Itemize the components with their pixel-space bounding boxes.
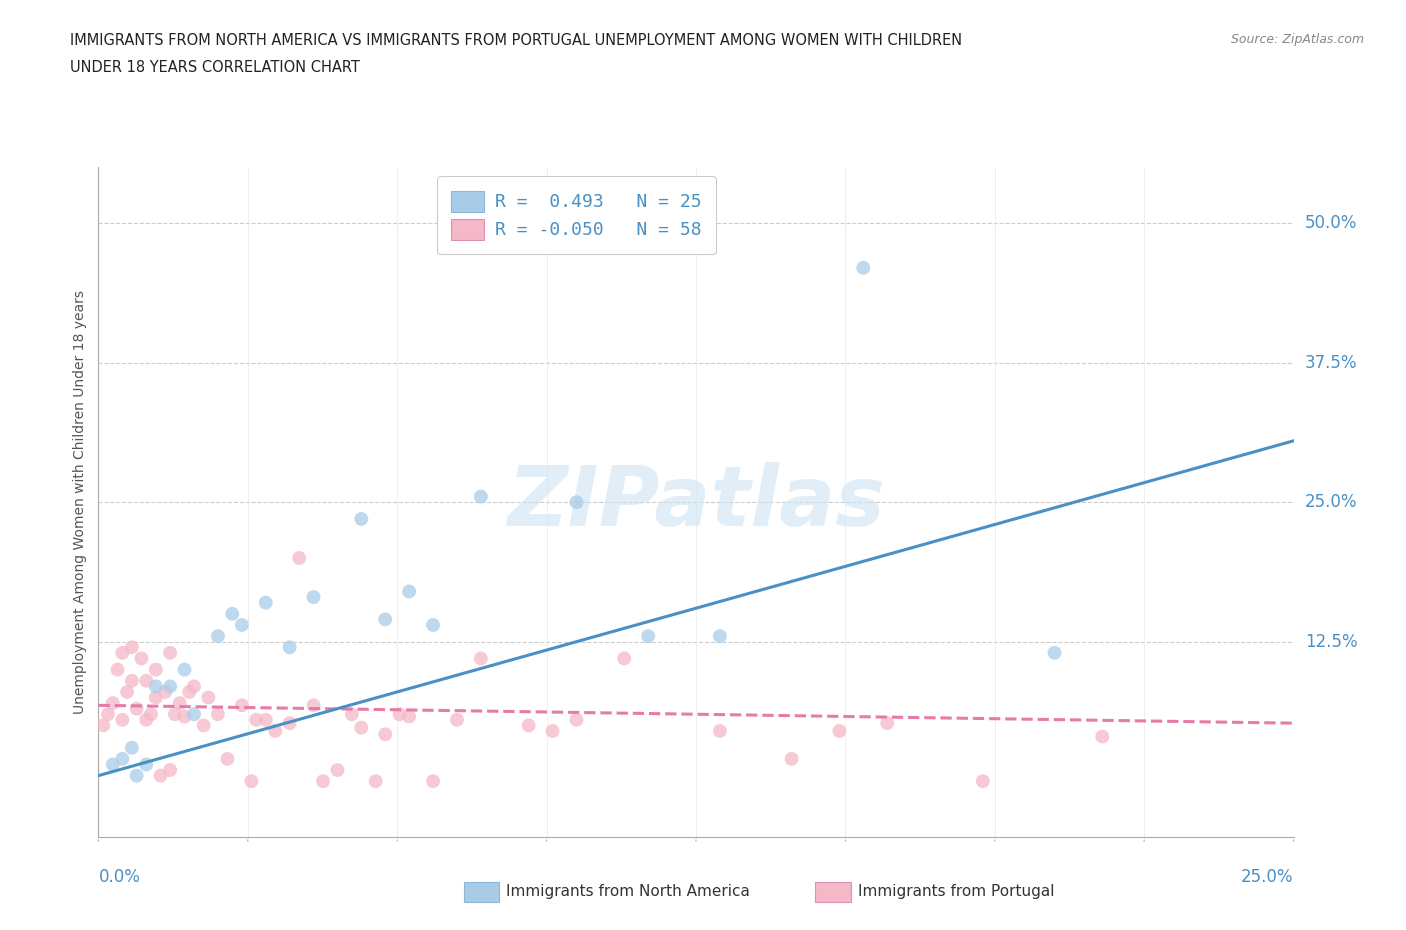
- Point: [350, 512, 373, 526]
- Point: [398, 584, 420, 599]
- Point: [101, 696, 124, 711]
- Point: [852, 260, 875, 275]
- Point: [221, 606, 243, 621]
- Point: [364, 774, 387, 789]
- Point: [231, 698, 253, 712]
- Point: [517, 718, 540, 733]
- Point: [193, 718, 215, 733]
- Point: [1043, 645, 1066, 660]
- Point: [302, 698, 325, 712]
- Y-axis label: Unemployment Among Women with Children Under 18 years: Unemployment Among Women with Children U…: [73, 290, 87, 714]
- Point: [828, 724, 851, 738]
- Point: [155, 684, 177, 699]
- Point: [135, 673, 157, 688]
- Point: [197, 690, 219, 705]
- Point: [340, 707, 363, 722]
- Point: [876, 716, 898, 731]
- Point: [101, 757, 124, 772]
- Point: [173, 709, 195, 724]
- Point: [709, 629, 731, 644]
- Point: [541, 724, 564, 738]
- Point: [288, 551, 311, 565]
- Point: [613, 651, 636, 666]
- Point: [145, 662, 167, 677]
- Point: [637, 629, 659, 644]
- Text: Immigrants from Portugal: Immigrants from Portugal: [858, 884, 1054, 899]
- Text: 25.0%: 25.0%: [1305, 493, 1357, 512]
- Text: 50.0%: 50.0%: [1305, 214, 1357, 232]
- Point: [326, 763, 349, 777]
- Point: [159, 645, 181, 660]
- Point: [169, 696, 191, 711]
- Point: [207, 707, 229, 722]
- Point: [135, 712, 157, 727]
- Text: IMMIGRANTS FROM NORTH AMERICA VS IMMIGRANTS FROM PORTUGAL UNEMPLOYMENT AMONG WOM: IMMIGRANTS FROM NORTH AMERICA VS IMMIGRA…: [70, 33, 963, 47]
- Point: [312, 774, 335, 789]
- Point: [135, 757, 157, 772]
- Point: [111, 712, 134, 727]
- Point: [179, 684, 201, 699]
- Point: [125, 701, 148, 716]
- Point: [302, 590, 325, 604]
- Point: [125, 768, 148, 783]
- Point: [240, 774, 263, 789]
- Point: [709, 724, 731, 738]
- Point: [145, 690, 167, 705]
- Point: [254, 595, 277, 610]
- Text: UNDER 18 YEARS CORRELATION CHART: UNDER 18 YEARS CORRELATION CHART: [70, 60, 360, 75]
- Text: Source: ZipAtlas.com: Source: ZipAtlas.com: [1230, 33, 1364, 46]
- Point: [350, 720, 373, 735]
- Point: [278, 716, 301, 731]
- Point: [121, 740, 143, 755]
- Point: [374, 612, 396, 627]
- Point: [231, 618, 253, 632]
- Point: [278, 640, 301, 655]
- Text: 0.0%: 0.0%: [98, 868, 141, 885]
- Point: [470, 489, 492, 504]
- Point: [97, 707, 120, 722]
- Point: [374, 727, 396, 742]
- Point: [121, 673, 143, 688]
- Point: [111, 751, 134, 766]
- Point: [159, 679, 181, 694]
- Text: 12.5%: 12.5%: [1305, 632, 1357, 651]
- Point: [111, 645, 134, 660]
- Point: [1091, 729, 1114, 744]
- Point: [159, 763, 181, 777]
- Point: [254, 712, 277, 727]
- Point: [163, 707, 186, 722]
- Point: [131, 651, 153, 666]
- Point: [972, 774, 994, 789]
- Text: 25.0%: 25.0%: [1241, 868, 1294, 885]
- Point: [446, 712, 468, 727]
- Point: [173, 662, 195, 677]
- Point: [388, 707, 411, 722]
- Point: [422, 774, 444, 789]
- Point: [245, 712, 267, 727]
- Point: [780, 751, 803, 766]
- Point: [398, 709, 420, 724]
- Point: [565, 495, 588, 510]
- Point: [145, 679, 167, 694]
- Point: [183, 679, 205, 694]
- Point: [139, 707, 162, 722]
- Point: [217, 751, 239, 766]
- Point: [121, 640, 143, 655]
- Point: [207, 629, 229, 644]
- Point: [264, 724, 287, 738]
- Point: [183, 707, 205, 722]
- Text: ZIPatlas: ZIPatlas: [508, 461, 884, 543]
- Legend: R =  0.493   N = 25, R = -0.050   N = 58: R = 0.493 N = 25, R = -0.050 N = 58: [437, 177, 716, 254]
- Text: Immigrants from North America: Immigrants from North America: [506, 884, 749, 899]
- Point: [107, 662, 129, 677]
- Point: [91, 718, 114, 733]
- Point: [115, 684, 138, 699]
- Text: 37.5%: 37.5%: [1305, 353, 1357, 372]
- Point: [149, 768, 172, 783]
- Point: [470, 651, 492, 666]
- Point: [565, 712, 588, 727]
- Point: [422, 618, 444, 632]
